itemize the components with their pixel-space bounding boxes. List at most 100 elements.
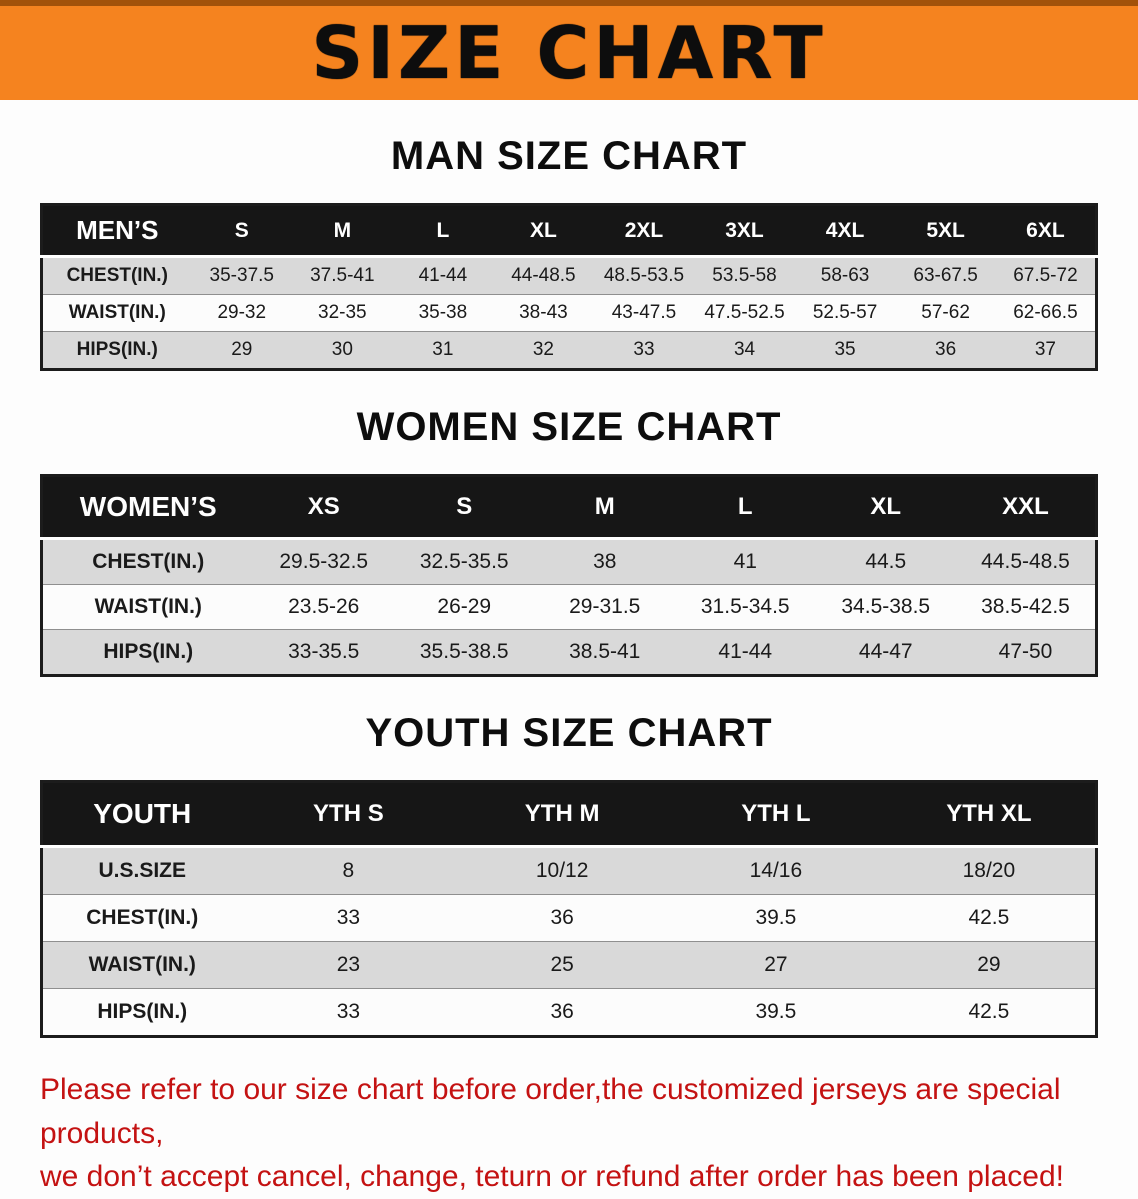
size-value: 23.5-26 bbox=[288, 595, 360, 618]
size-column-header: XL bbox=[815, 475, 956, 540]
banner: SIZE CHART bbox=[0, 0, 1138, 100]
size-value: 35 bbox=[834, 339, 856, 360]
table-header-row: YOUTH YTH S YTH M YTH L YTH XL bbox=[41, 781, 1097, 848]
size-column-header: L bbox=[675, 475, 816, 540]
table-row: HIPS(IN.) 33-35.5 35.5-38.5 38.5-41 41-44 44-… bbox=[41, 629, 1097, 676]
row-label: HIPS(IN.) bbox=[97, 1000, 188, 1023]
size-value: 29-31.5 bbox=[569, 595, 641, 618]
size-value: 34.5-38.5 bbox=[841, 595, 931, 618]
disclaimer-text: Please refer to our size chart before or… bbox=[40, 1073, 1064, 1193]
size-value: 14/16 bbox=[749, 859, 803, 882]
size-column-header: YTH XL bbox=[882, 781, 1097, 848]
size-value: 48.5-53.5 bbox=[603, 265, 685, 286]
size-value: 42.5 bbox=[968, 1000, 1010, 1023]
row-label: U.S.SIZE bbox=[98, 859, 187, 882]
size-value: 33-35.5 bbox=[288, 640, 360, 663]
size-value: 47-50 bbox=[998, 640, 1053, 663]
size-value: 44.5-48.5 bbox=[981, 550, 1070, 573]
size-value: 41-44 bbox=[418, 265, 468, 286]
table-row: CHEST(IN.) 33 36 39.5 42.5 bbox=[41, 894, 1097, 942]
size-value: 23 bbox=[336, 953, 361, 976]
table-row: CHEST(IN.) 29.5-32.5 32.5-35.5 38 41 44.5 44.5… bbox=[41, 538, 1097, 585]
size-column-header: 2XL bbox=[593, 204, 695, 258]
size-column-header: 6XL bbox=[995, 204, 1097, 258]
youth-size-table: YOUTH YTH S YTH M YTH L YTH XL U.S.SIZE 8 10/12… bbox=[40, 780, 1098, 1038]
table-header-row: WOMEN’S XS S M L XL XXL bbox=[41, 475, 1097, 540]
women-size-chart-heading: WOMEN SIZE CHART bbox=[356, 405, 782, 449]
size-value: 29 bbox=[977, 953, 1001, 976]
youth-size-chart-heading: YOUTH SIZE CHART bbox=[365, 711, 773, 755]
size-column-header: 3XL bbox=[694, 204, 795, 258]
size-column-header: YTH L bbox=[669, 781, 883, 848]
row-label-header: WOMEN’S bbox=[41, 475, 254, 540]
size-value: 29.5-32.5 bbox=[279, 550, 369, 573]
size-value: 36 bbox=[550, 906, 574, 929]
size-value: 67.5-72 bbox=[1013, 265, 1078, 286]
table-row: U.S.SIZE 8 10/12 14/16 18/20 bbox=[41, 846, 1097, 895]
size-value: 29-32 bbox=[217, 302, 267, 323]
size-value: 62-66.5 bbox=[1013, 302, 1078, 323]
man-size-chart-heading: MAN SIZE CHART bbox=[390, 134, 748, 178]
size-value: 31 bbox=[432, 339, 454, 360]
row-label: HIPS(IN.) bbox=[76, 339, 158, 360]
table-row: HIPS(IN.) 29 30 31 32 33 34 35 36 37 bbox=[41, 331, 1097, 370]
size-value: 39.5 bbox=[755, 1000, 797, 1023]
size-value: 27 bbox=[764, 953, 788, 976]
youth-size-section: YOUTH SIZE CHART YOUTH YTH S YTH M YTH L YTH… bbox=[0, 711, 1138, 1038]
row-label: CHEST(IN.) bbox=[86, 906, 199, 929]
size-column-header: YTH S bbox=[241, 781, 456, 848]
size-value: 44-47 bbox=[858, 640, 913, 663]
size-value: 53.5-58 bbox=[712, 265, 777, 286]
row-label: CHEST(IN.) bbox=[66, 265, 168, 286]
man-size-section: MAN SIZE CHART MEN’S S M L XL 2XL 3XL 4XL 5XL 6XL… bbox=[0, 134, 1138, 371]
size-value: 37 bbox=[1034, 339, 1056, 360]
size-value: 38-43 bbox=[519, 302, 568, 323]
row-label: WAIST(IN.) bbox=[94, 595, 202, 618]
size-column-header: XS bbox=[253, 475, 394, 540]
size-value: 35-38 bbox=[418, 302, 468, 323]
size-column-header: M bbox=[534, 475, 675, 540]
size-value: 8 bbox=[342, 859, 355, 882]
men-size-table: MEN’S S M L XL 2XL 3XL 4XL 5XL 6XL CHEST(IN.) 35-37… bbox=[40, 203, 1098, 371]
size-column-header: XL bbox=[493, 204, 594, 258]
row-label: WAIST(IN.) bbox=[88, 953, 196, 976]
size-value: 31.5-34.5 bbox=[700, 595, 790, 618]
size-value: 52.5-57 bbox=[812, 302, 878, 323]
size-value: 25 bbox=[550, 953, 574, 976]
size-value: 44-48.5 bbox=[511, 265, 576, 286]
size-column-header: S bbox=[191, 204, 293, 258]
size-value: 44.5 bbox=[865, 550, 907, 573]
row-label: HIPS(IN.) bbox=[103, 640, 194, 663]
women-size-table: WOMEN’S XS S M L XL XXL CHEST(IN.) 29.5-32.5 32.5… bbox=[40, 474, 1098, 677]
table-row: HIPS(IN.) 33 36 39.5 42.5 bbox=[41, 988, 1097, 1037]
size-value: 41 bbox=[733, 550, 757, 573]
size-value: 32 bbox=[532, 339, 554, 360]
size-value: 33 bbox=[633, 339, 655, 360]
size-value: 29 bbox=[231, 339, 253, 360]
table-row: WAIST(IN.) 29-32 32-35 35-38 38-43 43-47.5 47.… bbox=[41, 294, 1097, 332]
size-value: 42.5 bbox=[968, 906, 1010, 929]
row-label-header: YOUTH bbox=[41, 781, 242, 848]
size-value: 39.5 bbox=[755, 906, 797, 929]
size-value: 10/12 bbox=[535, 859, 589, 882]
size-value: 38.5-41 bbox=[569, 640, 641, 663]
size-value: 26-29 bbox=[437, 595, 492, 618]
row-label: CHEST(IN.) bbox=[92, 550, 205, 573]
size-value: 30 bbox=[331, 339, 353, 360]
size-value: 34 bbox=[733, 339, 756, 360]
size-value: 57-62 bbox=[921, 302, 970, 323]
size-value: 43-47.5 bbox=[611, 302, 677, 323]
size-value: 32.5-35.5 bbox=[419, 550, 509, 573]
size-value: 32-35 bbox=[318, 302, 367, 323]
size-column-header: YTH M bbox=[455, 781, 669, 848]
size-column-header: 5XL bbox=[895, 204, 996, 258]
size-column-header: L bbox=[392, 204, 494, 258]
size-value: 47.5-52.5 bbox=[704, 302, 785, 323]
size-column-header: XXL bbox=[956, 475, 1097, 540]
table-header-row: MEN’S S M L XL 2XL 3XL 4XL 5XL 6XL bbox=[41, 204, 1097, 258]
size-value: 37.5-41 bbox=[310, 265, 375, 286]
size-value: 35.5-38.5 bbox=[419, 640, 509, 663]
size-value: 41-44 bbox=[718, 640, 773, 663]
size-value: 33 bbox=[336, 1000, 361, 1023]
size-value: 18/20 bbox=[962, 859, 1016, 882]
